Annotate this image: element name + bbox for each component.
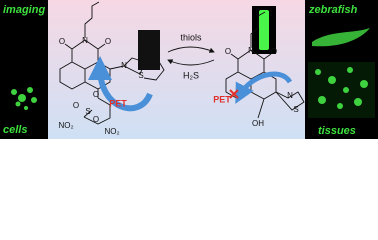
atom-label: O <box>225 47 231 56</box>
atom-label: N <box>248 46 254 55</box>
atom-label: O <box>93 90 99 99</box>
pet-probe: PET <box>109 98 127 108</box>
forward-arrow <box>167 46 215 53</box>
atom-label: N <box>82 36 88 45</box>
zebrafish-image <box>312 28 370 47</box>
atom-label: S <box>138 71 143 80</box>
dark-vial <box>138 30 160 70</box>
atom-label: O <box>105 37 111 46</box>
pet-arrow-probe <box>88 56 153 112</box>
atom-label: O <box>73 101 79 110</box>
atom-label: NO₂ <box>104 127 119 136</box>
atom-label: NO₂ <box>58 121 73 130</box>
atom-label: N <box>121 61 127 70</box>
tissue-dots <box>315 67 368 109</box>
cell-image <box>11 87 37 110</box>
atom-label: OH <box>252 119 264 128</box>
green-vial <box>259 10 269 50</box>
reagent-thiols: thiols <box>180 32 202 42</box>
atom-label: O <box>93 115 99 124</box>
backward-arrow <box>167 59 215 66</box>
atom-label: O <box>59 37 65 46</box>
pet-blocked <box>229 89 239 99</box>
graphical-abstract: imaging cells zebrafish tissues thiols H… <box>0 0 378 139</box>
atom-label: N <box>287 91 293 100</box>
label-cells: cells <box>3 124 27 136</box>
label-tissues: tissues <box>318 125 356 137</box>
pet-product: PET <box>213 94 231 104</box>
label-imaging: imaging <box>3 4 45 16</box>
atom-label: S <box>293 105 298 114</box>
reagent-h2s: H₂S <box>183 70 199 80</box>
cell-panel <box>0 0 48 139</box>
pet-arrow-product <box>235 71 293 104</box>
atom-label: O <box>271 47 277 56</box>
label-zebrafish: zebrafish <box>308 4 358 16</box>
atom-label: S <box>85 107 90 116</box>
probe-bonds <box>59 1 165 125</box>
